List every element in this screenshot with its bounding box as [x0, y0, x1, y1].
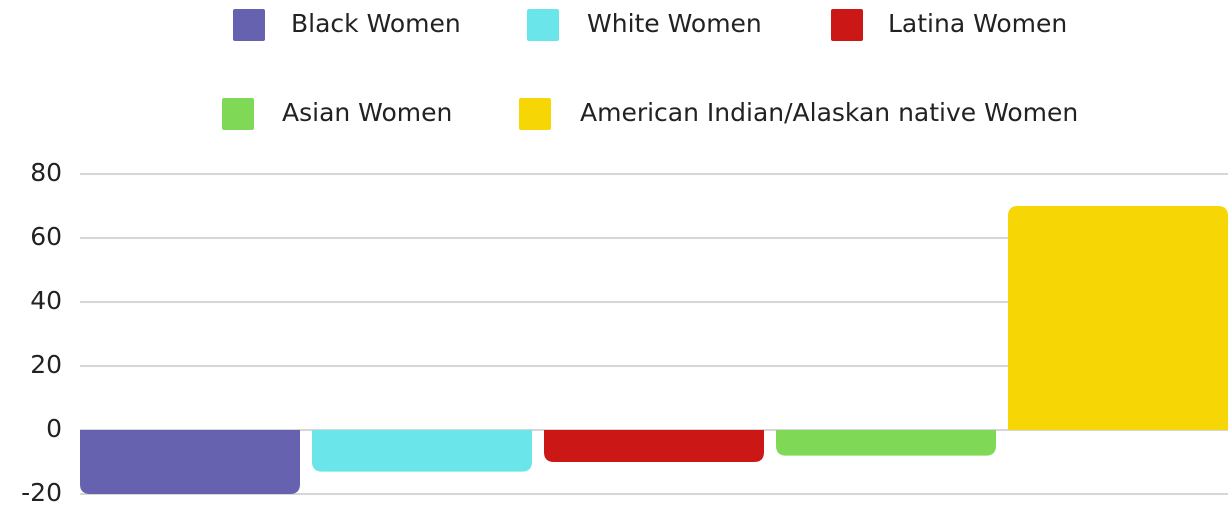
- bar: [544, 430, 764, 462]
- legend-label: American Indian/Alaskan native Women: [580, 98, 1078, 127]
- bar: [80, 430, 300, 494]
- y-tick-label: 40: [30, 286, 62, 315]
- legend-label: Latina Women: [888, 9, 1067, 38]
- y-tick-label: 20: [30, 350, 62, 379]
- legend-label: White Women: [587, 9, 762, 38]
- y-tick-label: 0: [46, 414, 62, 443]
- y-tick-label: -20: [21, 478, 62, 506]
- legend-swatch: [831, 9, 863, 41]
- legend-swatch: [222, 98, 254, 130]
- legend-label: Asian Women: [282, 98, 452, 127]
- legend-swatch: [233, 9, 265, 41]
- legend-swatch: [519, 98, 551, 130]
- bar: [1008, 206, 1228, 430]
- legend-label: Black Women: [291, 9, 461, 38]
- y-tick-label: 60: [30, 222, 62, 251]
- legend-swatch: [527, 9, 559, 41]
- y-tick-label: 80: [30, 158, 62, 187]
- bar: [776, 430, 996, 456]
- bar: [312, 430, 532, 472]
